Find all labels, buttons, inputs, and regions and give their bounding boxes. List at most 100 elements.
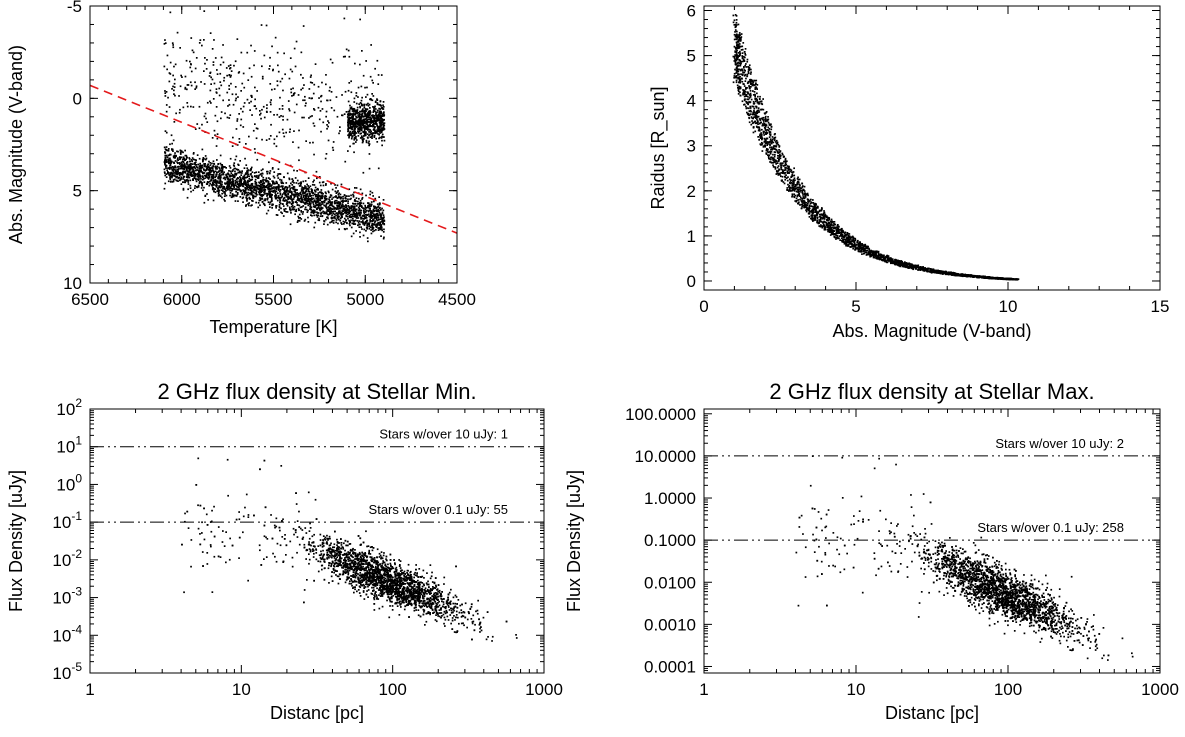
data-point (206, 166, 209, 168)
data-point (206, 101, 209, 104)
data-point (342, 201, 344, 203)
data-point (220, 84, 223, 87)
data-point (847, 239, 849, 242)
data-point (304, 195, 307, 198)
data-point (784, 172, 787, 174)
data-point (235, 184, 237, 187)
data-point (767, 126, 770, 129)
data-point (220, 176, 222, 179)
data-point (374, 122, 377, 125)
data-point (221, 183, 223, 186)
data-point (307, 188, 310, 190)
data-point (275, 188, 278, 190)
data-point (272, 68, 274, 71)
data-point (234, 188, 236, 190)
data-point (283, 190, 286, 192)
data-point (179, 167, 182, 169)
data-point (348, 116, 351, 119)
data-point (222, 172, 225, 175)
data-point (198, 171, 200, 174)
data-point (368, 112, 370, 115)
data-point (309, 194, 311, 197)
data-point (228, 181, 231, 184)
data-point (197, 169, 199, 172)
data-point (230, 74, 232, 77)
data-point (739, 91, 741, 94)
data-point (373, 123, 376, 125)
data-point (353, 215, 356, 218)
data-point (300, 218, 303, 220)
data-point (361, 119, 364, 122)
data-point (165, 176, 168, 178)
data-point (359, 236, 361, 238)
data-point (168, 106, 171, 108)
data-point (176, 161, 178, 164)
data-point (204, 170, 207, 172)
data-point (358, 197, 360, 200)
data-point (352, 125, 354, 128)
data-point (308, 193, 311, 195)
data-point (285, 199, 288, 202)
data-point (314, 193, 316, 196)
data-point (265, 139, 268, 141)
data-point (266, 198, 269, 201)
data-point (226, 74, 228, 77)
data-point (310, 200, 312, 202)
data-point (732, 14, 735, 17)
data-point (382, 101, 385, 103)
data-point (198, 170, 201, 173)
data-point (173, 121, 176, 123)
data-point (236, 183, 239, 186)
data-point (353, 126, 356, 128)
data-point (237, 96, 239, 98)
data-point (178, 95, 180, 97)
data-point (294, 189, 297, 191)
data-point (324, 199, 326, 202)
data-point (359, 63, 361, 66)
data-point (361, 115, 364, 117)
data-point (234, 158, 237, 161)
data-point (187, 183, 190, 185)
data-point (212, 170, 214, 172)
data-point (364, 220, 367, 223)
data-point (367, 206, 369, 209)
data-point (348, 109, 351, 112)
data-point (738, 45, 740, 47)
data-point (284, 208, 287, 210)
data-point (359, 231, 361, 234)
data-point (352, 142, 355, 145)
data-point (736, 84, 739, 87)
data-point (291, 184, 294, 186)
data-point (322, 195, 324, 198)
data-point (366, 209, 368, 212)
data-point (328, 211, 331, 214)
data-point (218, 87, 221, 90)
data-point (762, 116, 765, 119)
data-point (374, 67, 376, 70)
data-point (240, 107, 242, 110)
data-point (294, 65, 297, 68)
data-point (291, 204, 294, 207)
data-point (238, 71, 241, 73)
x-axis-label: Temperature [K] (209, 317, 337, 337)
data-point (221, 173, 223, 176)
data-point (743, 98, 746, 101)
data-point (236, 118, 239, 120)
data-point (353, 127, 356, 130)
data-point (276, 135, 278, 138)
data-point (374, 126, 376, 128)
data-point (840, 237, 843, 240)
data-point (371, 79, 374, 82)
data-point (355, 94, 358, 97)
data-point (182, 176, 185, 179)
data-point (302, 191, 304, 194)
data-point (310, 97, 313, 100)
data-point (240, 181, 242, 184)
data-point (368, 114, 370, 116)
data-point (349, 130, 352, 133)
data-point (317, 192, 320, 194)
data-point (244, 190, 246, 193)
data-point (273, 88, 276, 90)
data-point (260, 183, 262, 186)
data-point (214, 178, 217, 181)
